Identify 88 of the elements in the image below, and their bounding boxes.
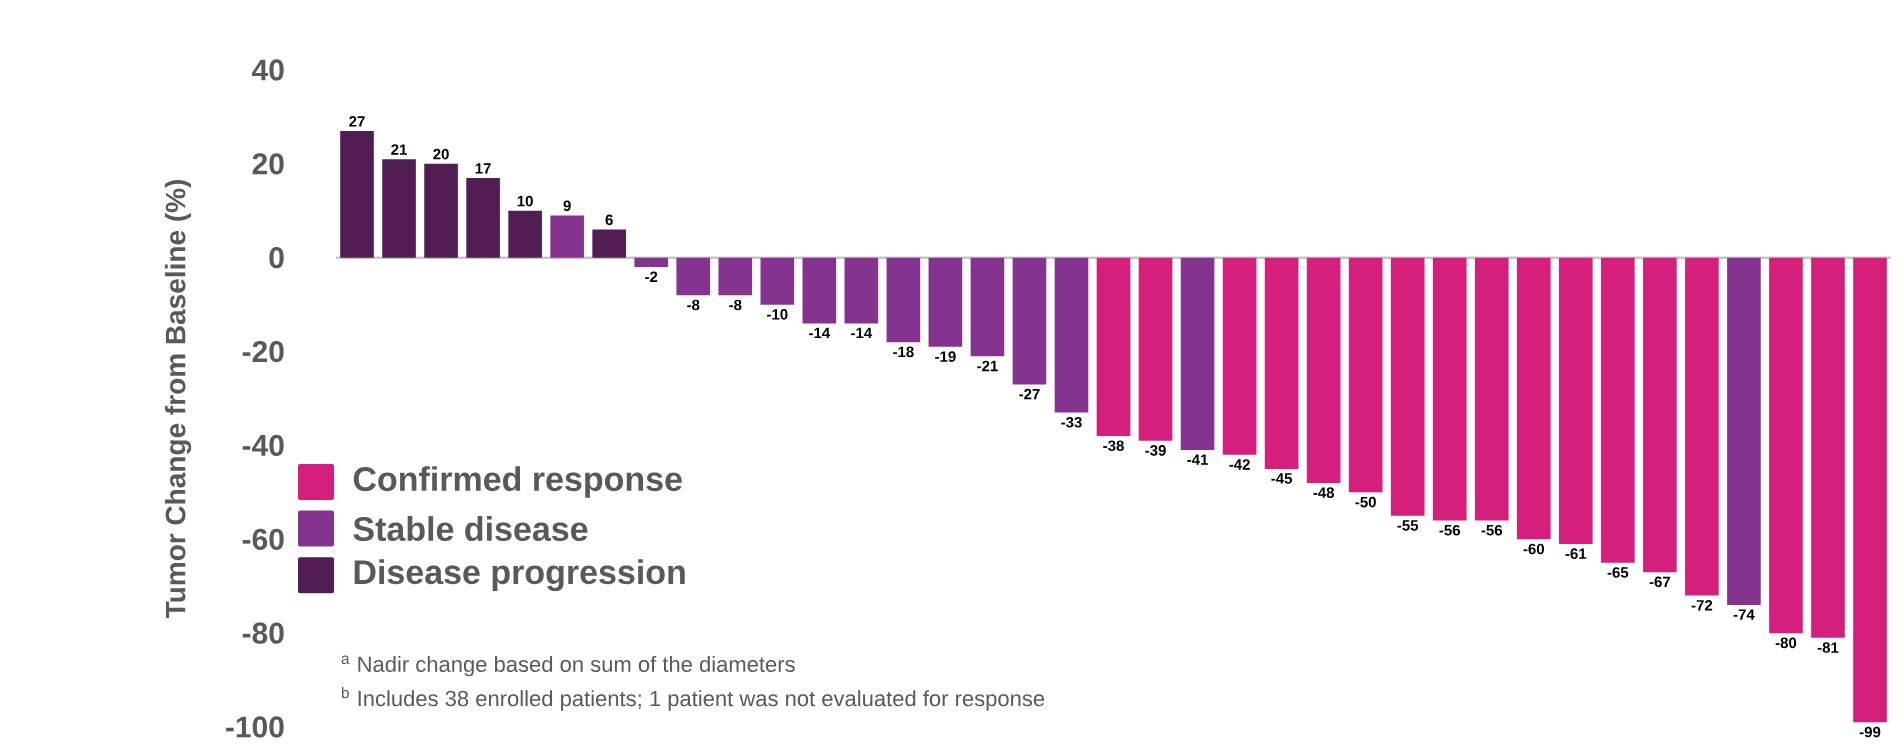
bar [1601, 257, 1635, 563]
bar [1012, 257, 1047, 385]
data-label: 20 [433, 148, 449, 160]
y-tick-label: -60 [242, 528, 284, 550]
data-label: 10 [517, 195, 533, 207]
annotation: $^{a}$ Nadir change based on sum of the diameters [341, 655, 795, 677]
data-label: -56 [1439, 524, 1461, 536]
bar [760, 257, 795, 305]
data-label: -81 [1817, 642, 1839, 653]
data-label: -60 [1523, 543, 1544, 555]
y-tick-label: -20 [242, 340, 284, 363]
data-label: -21 [977, 360, 998, 371]
data-label: -14 [809, 327, 831, 338]
data-label: 6 [605, 214, 613, 226]
data-label: -67 [1649, 576, 1671, 588]
bar [1432, 257, 1467, 521]
data-label: -10 [767, 308, 788, 320]
data-label: -99 [1859, 726, 1881, 738]
bar [1138, 257, 1173, 441]
y-tick-label: 0 [269, 246, 284, 269]
bar [1685, 257, 1719, 596]
bar [1096, 257, 1131, 436]
bar [550, 215, 584, 258]
bar [592, 229, 626, 258]
bar [340, 130, 374, 258]
y-tick-label: -40 [242, 434, 284, 456]
data-label: -33 [1061, 416, 1082, 428]
bar [1348, 257, 1383, 493]
data-label: -2 [645, 271, 658, 282]
data-label: -42 [1229, 459, 1250, 470]
y-tick-label: 20 [252, 153, 284, 175]
bar [508, 210, 542, 258]
bar [1727, 257, 1761, 605]
data-label: 9 [563, 200, 571, 211]
data-label: -55 [1397, 520, 1419, 531]
bar [1516, 257, 1551, 540]
data-label: -27 [1019, 388, 1040, 400]
data-label: -41 [1187, 454, 1208, 465]
y-tick-label: 40 [252, 59, 284, 81]
data-label: -45 [1271, 473, 1293, 484]
bar [1222, 257, 1257, 455]
data-label: -61 [1565, 548, 1587, 559]
data-label: -72 [1691, 599, 1713, 611]
data-label: 17 [475, 163, 491, 174]
y-tick-label: -80 [242, 622, 284, 644]
bar [1264, 257, 1299, 469]
bar [1306, 257, 1341, 483]
bar [382, 159, 416, 258]
data-label: -48 [1313, 487, 1335, 498]
data-label: -38 [1103, 440, 1124, 451]
data-label: -8 [729, 299, 742, 311]
legend-label: Disease progression [354, 559, 685, 591]
bar [1054, 257, 1089, 413]
bar [1559, 257, 1593, 544]
legend-label: Confirmed response [353, 466, 682, 498]
data-label: -18 [893, 346, 914, 358]
bar [1180, 257, 1215, 450]
data-label: 21 [391, 144, 407, 155]
data-label: -65 [1607, 567, 1629, 578]
data-label: -19 [935, 351, 956, 362]
data-label: -80 [1775, 637, 1797, 649]
bar [1769, 257, 1803, 633]
bar [1643, 257, 1677, 572]
data-label: 27 [349, 115, 365, 127]
data-label: -14 [851, 327, 873, 338]
bar [970, 257, 1005, 357]
bar [466, 177, 500, 258]
bar [886, 257, 921, 343]
bar [802, 257, 837, 324]
data-label: -56 [1481, 524, 1503, 536]
data-label: -8 [687, 299, 700, 311]
bar [844, 257, 879, 324]
data-label: -74 [1733, 609, 1755, 620]
bar [676, 257, 711, 296]
annotation: $^{b}$ Includes 38 enrolled patients; 1 patient was not evaluated for response [341, 686, 1045, 711]
data-label: -50 [1355, 496, 1376, 508]
bar [928, 257, 963, 347]
y-axis-title: Tumor Change from Baseline (%) [164, 179, 192, 618]
bar [1811, 257, 1845, 638]
data-label: -39 [1145, 444, 1166, 456]
bar [1390, 257, 1425, 516]
bar [1853, 257, 1887, 723]
bar [1474, 257, 1509, 521]
bar [718, 257, 753, 296]
y-tick-label: -100 [226, 716, 284, 738]
legend-label: Stable disease [353, 515, 588, 541]
bar [424, 163, 458, 258]
bar [634, 257, 669, 267]
